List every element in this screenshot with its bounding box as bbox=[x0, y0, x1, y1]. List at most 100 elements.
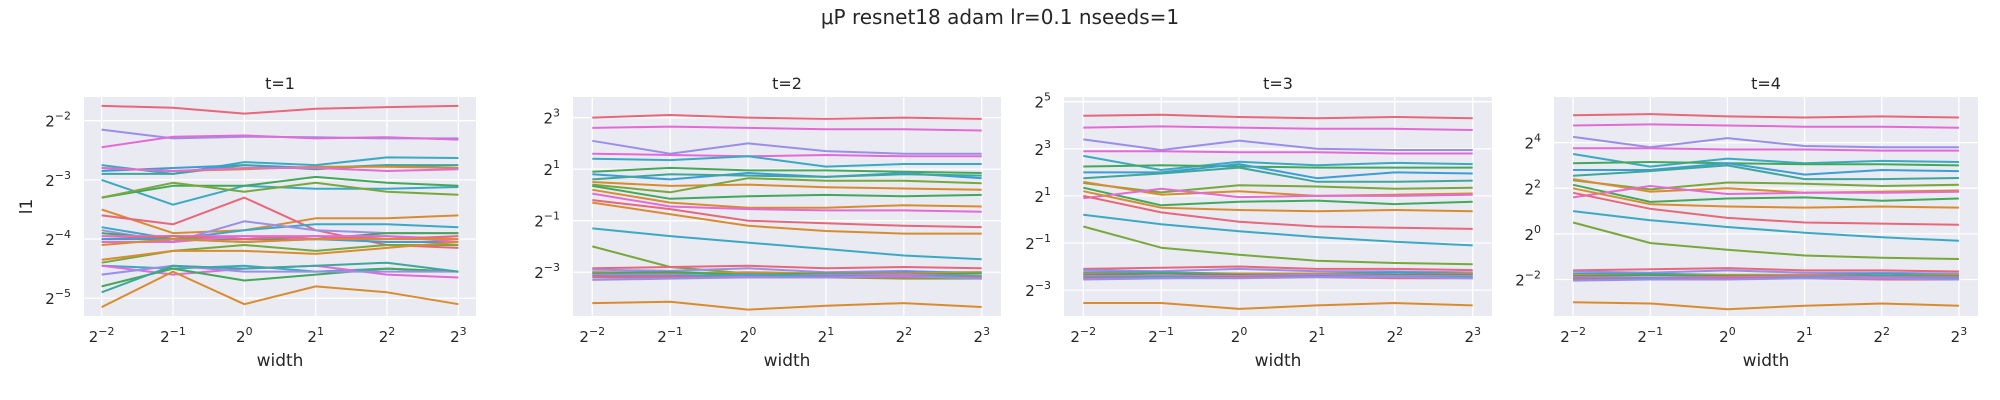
series-line-11 bbox=[101, 181, 459, 199]
series-line-12 bbox=[101, 208, 459, 235]
series-line-22 bbox=[1083, 273, 1473, 277]
x-axis-label: width bbox=[764, 351, 811, 371]
series-line-11 bbox=[1083, 186, 1473, 207]
series-line-11 bbox=[592, 184, 982, 200]
y-tick-label: 2−2 bbox=[1515, 269, 1541, 290]
series-line-5 bbox=[592, 155, 982, 168]
series-line-25 bbox=[1083, 276, 1473, 281]
x-tick-label: 20 bbox=[236, 325, 253, 346]
series-line-6 bbox=[1083, 164, 1473, 169]
series-line-4 bbox=[1083, 150, 1473, 155]
series-line-12 bbox=[1083, 187, 1473, 200]
x-tick-label: 22 bbox=[379, 325, 396, 346]
series-line-4 bbox=[101, 156, 459, 175]
series-line-28 bbox=[101, 261, 459, 294]
series-line-18 bbox=[1083, 267, 1473, 274]
series-line-26 bbox=[592, 275, 982, 281]
series-line-27 bbox=[101, 264, 459, 276]
series-line-16 bbox=[592, 227, 982, 261]
series-line-3 bbox=[1083, 138, 1473, 151]
x-tick-label: 23 bbox=[973, 325, 990, 346]
y-tick-label: 2−3 bbox=[1025, 279, 1051, 300]
y-tick-label: 24 bbox=[1524, 132, 1541, 153]
x-tick-label: 23 bbox=[1951, 325, 1968, 346]
y-tick-label: 2−5 bbox=[45, 287, 71, 308]
x-tick-label: 22 bbox=[1387, 325, 1404, 346]
series-line-8 bbox=[101, 167, 459, 172]
series-line-8 bbox=[1573, 164, 1959, 181]
x-tick-label: 23 bbox=[450, 325, 467, 346]
y-tick-label: 23 bbox=[1034, 138, 1051, 159]
series-line-26 bbox=[1573, 301, 1959, 311]
series-line-20 bbox=[101, 235, 459, 243]
series-line-2 bbox=[1083, 125, 1473, 131]
x-axis-label: width bbox=[257, 351, 304, 371]
series-line-5 bbox=[1572, 153, 1959, 168]
y-tick-label: 23 bbox=[543, 107, 560, 128]
series-line-11 bbox=[1572, 183, 1959, 203]
series-line-10 bbox=[592, 177, 982, 194]
x-tick-label: 21 bbox=[1796, 325, 1813, 346]
series-line-16 bbox=[1083, 225, 1473, 266]
x-tick-label: 2−2 bbox=[1070, 325, 1096, 346]
series-line-15 bbox=[1083, 213, 1473, 247]
x-tick-label: 21 bbox=[307, 325, 324, 346]
series-line-17 bbox=[1573, 267, 1959, 273]
x-tick-label: 22 bbox=[1873, 325, 1890, 346]
x-tick-label: 23 bbox=[1464, 325, 1481, 346]
x-tick-label: 2−2 bbox=[89, 325, 115, 346]
series-line-10 bbox=[1083, 180, 1473, 197]
y-tick-label: 2−4 bbox=[45, 228, 71, 249]
x-tick-label: 2−1 bbox=[1637, 325, 1663, 346]
series-line-10 bbox=[1572, 178, 1959, 194]
x-axis-label: width bbox=[1255, 351, 1302, 371]
series-line-6 bbox=[592, 166, 982, 174]
series-line-26 bbox=[1083, 302, 1473, 310]
x-tick-label: 2−1 bbox=[657, 325, 683, 346]
series-line-1 bbox=[101, 104, 459, 115]
subplot-title: t=3 bbox=[1263, 74, 1293, 93]
series-line-26 bbox=[101, 267, 459, 288]
x-tick-label: 21 bbox=[818, 325, 835, 346]
x-tick-label: 20 bbox=[1231, 325, 1248, 346]
series-line-27 bbox=[592, 300, 982, 311]
subplot-title: t=4 bbox=[1751, 74, 1781, 93]
series-line-10 bbox=[101, 175, 459, 199]
series-line-9 bbox=[592, 181, 982, 191]
series-line-6 bbox=[1573, 161, 1959, 167]
series-line-18 bbox=[1573, 269, 1959, 275]
subplot-2: 2−2 2−1 20 21 22 23 2−3 2−1 21 23 t=2 width bbox=[534, 74, 1001, 371]
y-tick-label: 2−2 bbox=[45, 110, 71, 131]
y-tick-label: 2−1 bbox=[534, 210, 560, 231]
series-line-29 bbox=[101, 270, 459, 308]
series-line-15 bbox=[592, 201, 982, 235]
x-tick-label: 2−1 bbox=[1148, 325, 1174, 346]
subplot-title: t=1 bbox=[265, 74, 295, 93]
series-line-4 bbox=[1573, 147, 1959, 152]
figure-title: μP resnet18 adam lr=0.1 nseeds=1 bbox=[821, 5, 1179, 29]
series-line-13 bbox=[1083, 190, 1473, 213]
subplot-title: t=2 bbox=[772, 74, 802, 93]
y-tick-label: 22 bbox=[1524, 177, 1541, 198]
series-line-25 bbox=[1573, 277, 1959, 282]
series-line-12 bbox=[1572, 185, 1959, 199]
series-line-1 bbox=[1083, 113, 1473, 120]
y-tick-label: 20 bbox=[1524, 223, 1541, 244]
series-line-2 bbox=[592, 125, 982, 132]
y-tick-label: 21 bbox=[543, 158, 560, 179]
series-line-21 bbox=[101, 238, 459, 246]
series-line-14 bbox=[1572, 191, 1959, 226]
x-tick-label: 2−2 bbox=[1560, 325, 1586, 346]
x-tick-label: 21 bbox=[1309, 325, 1326, 346]
series-line-17 bbox=[1083, 265, 1473, 272]
series-line-3 bbox=[1572, 135, 1959, 149]
series-line-22 bbox=[1573, 275, 1959, 279]
series-line-3 bbox=[101, 134, 459, 149]
series-line-7 bbox=[1083, 163, 1473, 180]
series-line-13 bbox=[1572, 187, 1959, 209]
plot-area bbox=[84, 97, 476, 316]
series-line-4 bbox=[592, 152, 982, 158]
series-line-3 bbox=[592, 139, 982, 155]
